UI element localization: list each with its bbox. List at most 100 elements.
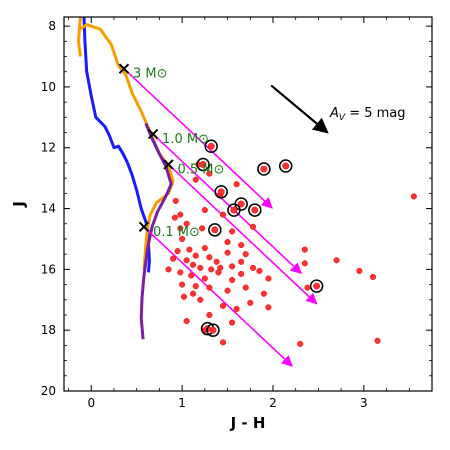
star-point xyxy=(242,284,249,291)
star-point xyxy=(177,211,184,218)
star-point xyxy=(183,257,190,264)
y-tick-label: 10 xyxy=(41,80,56,94)
star-point xyxy=(183,318,190,325)
reddening-vector-0 xyxy=(123,68,273,209)
isochrone-layer xyxy=(77,16,175,340)
star-point xyxy=(224,238,231,246)
star-point xyxy=(238,270,245,277)
star-point xyxy=(183,220,190,227)
mass-marker-layer xyxy=(118,63,174,233)
star-point xyxy=(249,264,257,271)
star-point xyxy=(304,284,311,291)
star-point xyxy=(229,228,236,235)
star-point xyxy=(197,264,204,271)
star-point xyxy=(256,267,263,274)
plot-frame xyxy=(63,16,433,392)
circled-star-ring xyxy=(206,323,220,337)
circled-star-point xyxy=(209,326,217,334)
circled-star-point xyxy=(260,165,268,173)
y-tick-label: 18 xyxy=(41,323,56,337)
y-tick-label: 20 xyxy=(41,384,56,398)
circled-star-point xyxy=(199,161,207,168)
star-point xyxy=(206,311,213,319)
star-point xyxy=(177,225,184,232)
isochrone-line-2 xyxy=(77,16,82,57)
isochrone-line-3 xyxy=(139,122,173,340)
reddening-vector-layer xyxy=(123,68,329,367)
star-point xyxy=(247,299,254,306)
mass-marker-x xyxy=(163,159,174,170)
circled-star-ring xyxy=(196,157,210,172)
circled-star-ring xyxy=(257,162,271,176)
star-point xyxy=(192,252,199,259)
circled-star-point xyxy=(251,206,259,214)
star-point xyxy=(171,214,178,221)
star-point xyxy=(333,257,340,264)
circled-star-point xyxy=(282,162,290,170)
circled-star-ring xyxy=(278,159,293,173)
axes-frame-layer xyxy=(63,16,433,392)
reddening-vector-2 xyxy=(167,163,318,305)
star-point xyxy=(265,275,272,282)
mass-label: 3 M⊙ xyxy=(133,67,168,82)
circled-star-point xyxy=(211,226,219,234)
star-point xyxy=(215,269,222,276)
y-tick-label: 16 xyxy=(41,262,56,276)
circled-star-point xyxy=(237,200,245,208)
mass-label: 0.1 M⊙ xyxy=(153,225,200,240)
star-point xyxy=(192,283,199,290)
star-point xyxy=(206,254,213,261)
star-point xyxy=(219,302,227,309)
circled-star-ring xyxy=(204,139,218,153)
star-point xyxy=(356,267,363,274)
circled-star-ring xyxy=(248,203,262,217)
mass-marker-x xyxy=(147,128,159,140)
isochrone-line-0 xyxy=(82,16,151,273)
star-point xyxy=(233,181,240,188)
circled-star-ring xyxy=(208,223,222,237)
star-point xyxy=(224,249,231,256)
y-tick-label: 12 xyxy=(41,141,56,155)
star-point xyxy=(219,211,227,218)
star-point xyxy=(180,293,187,300)
y-tick-label: 8 xyxy=(48,19,56,33)
star-point xyxy=(374,337,381,344)
circled-star-ring xyxy=(214,185,228,199)
star-point xyxy=(301,260,308,267)
star-point xyxy=(197,296,204,303)
star-point xyxy=(410,193,417,200)
star-point xyxy=(238,241,245,249)
star-point xyxy=(229,276,236,284)
star-point xyxy=(174,248,181,255)
star-layer xyxy=(165,139,417,347)
star-point xyxy=(169,255,177,262)
star-point xyxy=(242,251,249,258)
star-point xyxy=(188,272,195,279)
star-point xyxy=(186,246,193,253)
star-point xyxy=(165,266,172,273)
star-point xyxy=(179,281,186,288)
star-point xyxy=(201,275,208,282)
extinction-label: AV = 5 mag xyxy=(329,106,406,123)
circled-star-point xyxy=(313,282,321,290)
star-point xyxy=(229,319,236,326)
reddening-vector-3 xyxy=(143,226,293,367)
x-tick-label: 0 xyxy=(87,396,95,410)
star-point xyxy=(369,273,376,281)
star-point xyxy=(297,340,304,347)
x-tick-label: 3 xyxy=(360,396,368,410)
star-point xyxy=(219,339,227,346)
star-point xyxy=(249,223,257,230)
x-tick-label: 1 xyxy=(178,396,186,410)
circled-star-ring xyxy=(309,279,324,293)
circled-star-ring xyxy=(227,203,241,217)
star-point xyxy=(238,258,245,265)
star-point xyxy=(179,235,186,243)
star-point xyxy=(206,284,213,291)
star-point xyxy=(192,176,199,183)
star-point xyxy=(301,246,308,253)
star-point xyxy=(260,290,267,297)
star-point xyxy=(177,269,184,276)
star-point xyxy=(224,287,231,294)
